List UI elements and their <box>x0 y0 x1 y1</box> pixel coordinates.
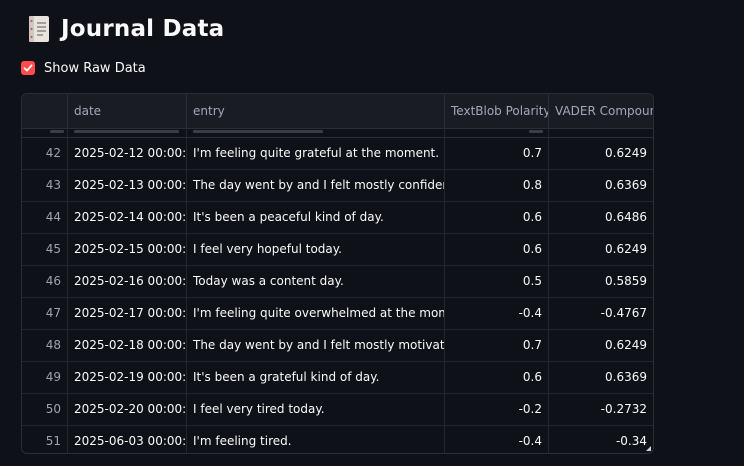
date-cell[interactable]: 2025-02-15 00:00:00 <box>68 234 187 265</box>
vader-compound-cell[interactable]: 0.6486 <box>605 210 647 224</box>
date-cell[interactable]: 2025-02-12 00:00:00 <box>68 138 187 169</box>
page-title: Journal Data <box>26 12 224 46</box>
textblob-polarity-cell[interactable]: 0.6 <box>445 202 549 233</box>
vader-compound-cell[interactable]: 0.6369 <box>605 370 647 384</box>
column-header-vader-compound[interactable]: VADER Compound <box>555 104 653 118</box>
column-header-index[interactable] <box>22 94 68 128</box>
index-cell[interactable]: 48 <box>22 330 68 361</box>
table-header: date entry TextBlob Polarity VADER Compo… <box>22 94 653 129</box>
index-cell[interactable]: 42 <box>22 138 68 169</box>
index-cell[interactable]: 45 <box>22 234 68 265</box>
checkbox-label: Show Raw Data <box>44 60 146 76</box>
textblob-polarity-cell[interactable]: 0.7 <box>445 138 549 169</box>
column-header-entry[interactable]: entry <box>187 94 445 128</box>
textblob-polarity-cell[interactable]: -0.4 <box>445 298 549 329</box>
index-cell[interactable]: 49 <box>22 362 68 393</box>
notebook-icon <box>29 16 49 42</box>
index-cell[interactable]: 46 <box>22 266 68 297</box>
entry-cell[interactable]: Today was a content day. <box>187 266 445 297</box>
vader-compound-cell[interactable]: 0.6369 <box>605 178 647 192</box>
table-row-partial <box>22 128 653 138</box>
vader-compound-cell[interactable]: 0.6249 <box>605 242 647 256</box>
vader-compound-cell[interactable]: -0.4767 <box>600 306 647 320</box>
entry-cell[interactable]: The day went by and I felt mostly confid… <box>187 170 445 201</box>
entry-cell[interactable]: I'm feeling quite overwhelmed at the mom… <box>187 298 445 329</box>
date-cell[interactable]: 2025-02-18 00:00:00 <box>68 330 187 361</box>
textblob-polarity-cell[interactable]: 0.6 <box>445 362 549 393</box>
date-cell[interactable]: 2025-02-19 00:00:00 <box>68 362 187 393</box>
textblob-polarity-cell[interactable]: -0.2 <box>445 394 549 425</box>
textblob-polarity-cell[interactable]: 0.6 <box>445 234 549 265</box>
entry-cell[interactable]: It's been a peaceful kind of day. <box>187 202 445 233</box>
entry-cell[interactable]: The day went by and I felt mostly motiva… <box>187 330 445 361</box>
index-cell[interactable]: 44 <box>22 202 68 233</box>
index-cell[interactable]: 51 <box>22 426 68 453</box>
vader-compound-cell[interactable]: 0.5859 <box>605 274 647 288</box>
show-raw-data-checkbox[interactable]: Show Raw Data <box>21 58 146 78</box>
index-cell[interactable]: 50 <box>22 394 68 425</box>
vader-compound-cell[interactable]: 0.6249 <box>605 338 647 352</box>
page-title-text: Journal Data <box>61 16 225 42</box>
date-cell[interactable]: 2025-02-14 00:00:00 <box>68 202 187 233</box>
vader-compound-cell[interactable]: -0.34 <box>615 434 647 448</box>
index-cell[interactable]: 43 <box>22 170 68 201</box>
checkbox-checked-icon[interactable] <box>21 61 35 75</box>
index-cell[interactable]: 47 <box>22 298 68 329</box>
textblob-polarity-cell[interactable]: 0.8 <box>445 170 549 201</box>
vader-compound-cell[interactable]: -0.2732 <box>600 402 647 416</box>
textblob-polarity-cell[interactable]: 0.5 <box>445 266 549 297</box>
resize-handle-icon[interactable] <box>646 446 651 451</box>
textblob-polarity-cell[interactable]: 0.7 <box>445 330 549 361</box>
column-header-date[interactable]: date <box>68 94 187 128</box>
entry-cell[interactable]: I feel very tired today. <box>187 394 445 425</box>
vader-compound-cell[interactable]: 0.6249 <box>605 146 647 160</box>
entry-cell[interactable]: I'm feeling quite grateful at the moment… <box>187 138 445 169</box>
entry-cell[interactable]: I feel very hopeful today. <box>187 234 445 265</box>
column-header-textblob-polarity[interactable]: TextBlob Polarity <box>445 94 549 128</box>
entry-cell[interactable]: It's been a grateful kind of day. <box>187 362 445 393</box>
date-cell[interactable]: 2025-06-03 00:00:00 <box>68 426 187 453</box>
date-cell[interactable]: 2025-02-20 00:00:00 <box>68 394 187 425</box>
journal-data-table[interactable]: date entry TextBlob Polarity VADER Compo… <box>21 93 654 454</box>
date-cell[interactable]: 2025-02-17 00:00:00 <box>68 298 187 329</box>
date-cell[interactable]: 2025-02-16 00:00:00 <box>68 266 187 297</box>
entry-cell[interactable]: I'm feeling tired. <box>187 426 445 453</box>
textblob-polarity-cell[interactable]: -0.4 <box>445 426 549 453</box>
date-cell[interactable]: 2025-02-13 00:00:00 <box>68 170 187 201</box>
